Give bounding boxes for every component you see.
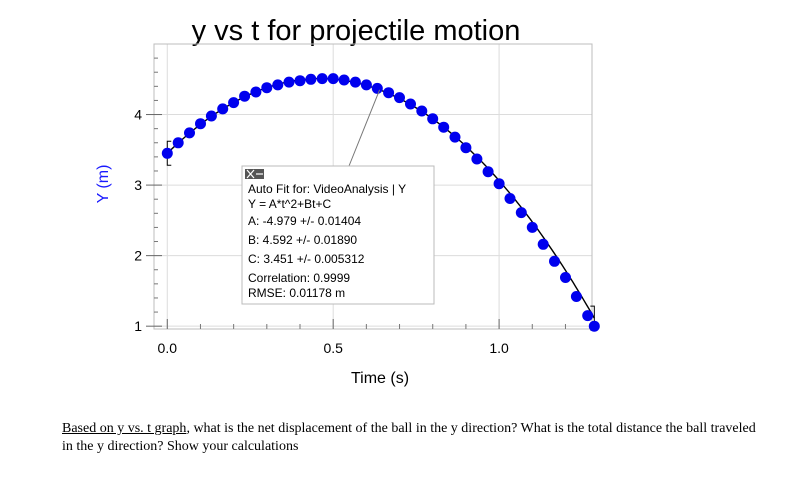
fit-box-frame [241, 165, 435, 305]
chart-title: y vs t for projectile motion [192, 15, 521, 47]
data-point [272, 79, 284, 91]
data-point [349, 76, 361, 88]
data-point [504, 193, 516, 204]
data-point [394, 92, 405, 104]
data-point [360, 79, 372, 91]
data-point [184, 127, 195, 139]
fit-leader-line [348, 89, 381, 167]
data-point [537, 238, 549, 250]
fit-box-line: Correlation: 0.9999 [248, 271, 350, 285]
fit-box-line: Auto Fit for: VideoAnalysis | Y [248, 182, 406, 196]
data-point [228, 97, 240, 109]
data-point [161, 147, 173, 159]
y-tick-label: 1 [134, 318, 142, 334]
data-point [239, 90, 251, 102]
y-axis-label: Y (m) [95, 165, 112, 204]
data-point [460, 142, 472, 154]
x-tick-label: 1.0 [489, 340, 509, 356]
y-tick-label: 3 [134, 177, 142, 193]
data-point [172, 137, 184, 149]
fit-box[interactable]: Auto Fit for: VideoAnalysis | YY = A*t^2… [241, 165, 435, 305]
data-point [294, 75, 306, 87]
data-point [371, 82, 383, 94]
data-point [416, 105, 428, 117]
x-tick-label: 0.5 [323, 340, 343, 356]
tick-labels: 0.0 0.5 1.0 1 2 3 4 [134, 107, 509, 356]
question-body: , what is the net displacement of the ba… [62, 421, 756, 454]
data-point [526, 221, 538, 233]
data-point [316, 73, 328, 85]
data-point [405, 98, 416, 110]
data-point [482, 166, 494, 178]
data-point [493, 178, 505, 190]
data-point [261, 82, 273, 94]
fit-box-text: Auto Fit for: VideoAnalysis | YY = A*t^2… [248, 182, 406, 300]
data-point [338, 74, 350, 86]
fit-box-line: RMSE: 0.01178 m [248, 286, 345, 300]
data-point [449, 131, 461, 143]
data-point [195, 118, 206, 130]
fit-box-line: C: 3.451 +/- 0.005312 [248, 252, 365, 266]
x-tick-label: 0.0 [158, 340, 178, 356]
data-point [327, 73, 339, 85]
data-point [560, 272, 571, 283]
x-axis-label: Time (s) [351, 370, 409, 387]
data-point [383, 87, 395, 99]
fit-box-line: Y = A*t^2+Bt+C [248, 197, 331, 211]
data-point [438, 121, 450, 133]
question-text: Based on y vs. t graph, what is the net … [62, 420, 762, 456]
data-point [427, 113, 439, 125]
fit-box-line: B: 4.592 +/- 0.01890 [248, 233, 357, 247]
question-link[interactable]: Based on y vs. t graph [62, 421, 187, 436]
data-points [161, 73, 600, 332]
axis-ticks [146, 57, 566, 329]
data-point [471, 153, 483, 165]
fit-box-control-icon[interactable] [245, 169, 264, 179]
data-point [283, 76, 295, 88]
chart: y vs t for projectile motion Y (m) Time … [95, 15, 600, 387]
plot-frame [153, 43, 593, 330]
data-point [549, 255, 560, 267]
data-point [570, 291, 582, 302]
data-point [305, 73, 317, 85]
data-point [250, 86, 262, 98]
data-point [588, 320, 600, 332]
data-point [515, 207, 527, 219]
data-point [205, 110, 217, 122]
data-point [217, 103, 229, 115]
y-tick-label: 2 [134, 248, 142, 264]
y-tick-label: 4 [134, 107, 142, 123]
fit-box-line: A: -4.979 +/- 0.01404 [248, 214, 361, 228]
data-point [582, 310, 594, 322]
